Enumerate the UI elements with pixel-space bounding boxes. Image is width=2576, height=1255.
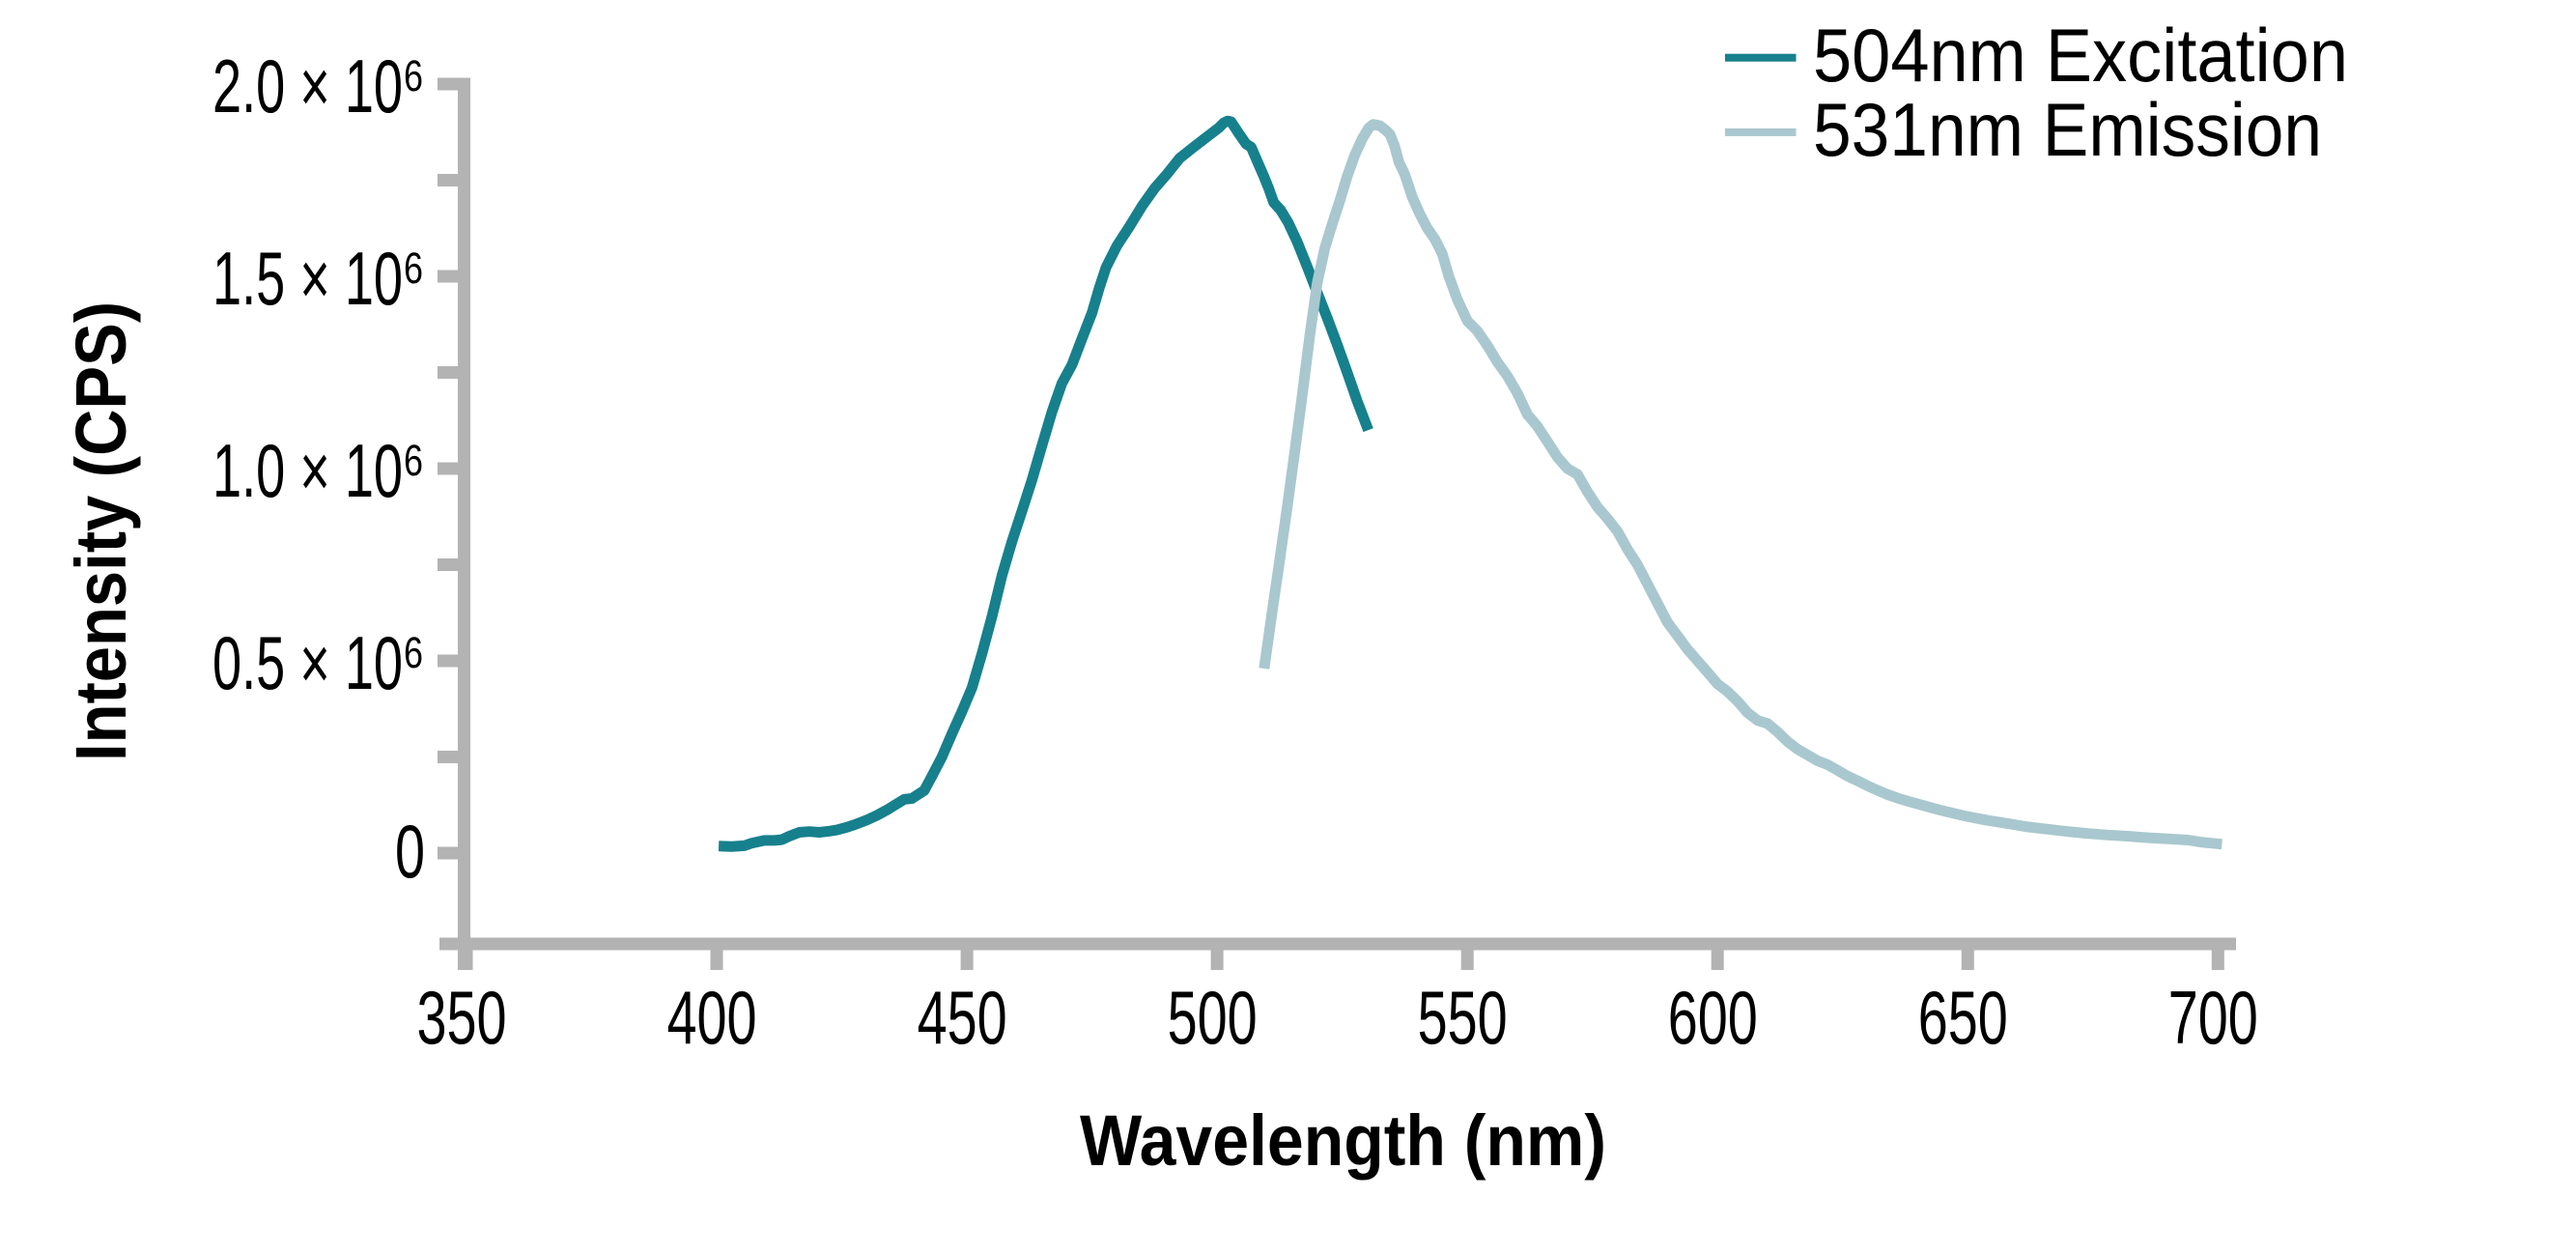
svg-text:6: 6	[404, 628, 423, 677]
svg-text:531nm Emission: 531nm Emission	[1813, 87, 2322, 172]
svg-text:0: 0	[395, 809, 425, 894]
svg-text:2.0 × 10: 2.0 × 10	[212, 43, 403, 128]
svg-text:400: 400	[667, 975, 757, 1060]
svg-text:1.5 × 10: 1.5 × 10	[212, 236, 403, 321]
svg-text:Intensity (CPS): Intensity (CPS)	[61, 301, 141, 761]
svg-text:6: 6	[404, 436, 423, 485]
svg-text:1.0 × 10: 1.0 × 10	[212, 428, 403, 513]
svg-text:6: 6	[404, 243, 423, 293]
svg-text:700: 700	[2168, 975, 2258, 1060]
svg-text:450: 450	[918, 975, 1007, 1060]
svg-text:650: 650	[1918, 975, 2008, 1060]
svg-text:500: 500	[1168, 975, 1258, 1060]
svg-text:0.5 × 10: 0.5 × 10	[212, 620, 403, 705]
svg-text:600: 600	[1668, 975, 1758, 1060]
svg-text:Wavelength (nm): Wavelength (nm)	[1080, 1100, 1606, 1181]
svg-text:550: 550	[1418, 975, 1508, 1060]
svg-text:6: 6	[404, 51, 423, 100]
svg-text:504nm Excitation: 504nm Excitation	[1813, 13, 2348, 98]
svg-text:350: 350	[417, 975, 507, 1060]
